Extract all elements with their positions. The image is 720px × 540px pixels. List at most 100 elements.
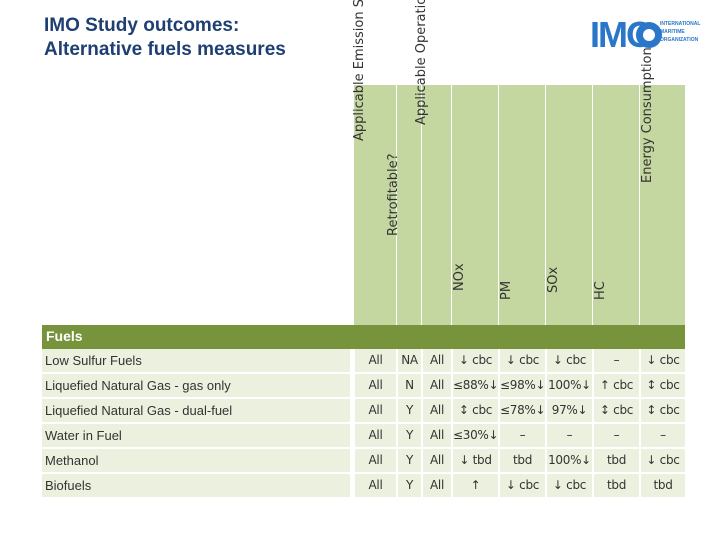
cell-value: All <box>368 453 383 467</box>
table-cell: ↓ cbc <box>546 349 592 373</box>
row-label-cell: Low Sulfur Fuels <box>42 349 350 373</box>
table-cell: N <box>397 374 421 398</box>
column-header: SOx <box>546 85 593 325</box>
table-cell: – <box>640 424 685 448</box>
table-cell: tbd <box>593 449 639 473</box>
table-cell: – <box>593 349 639 373</box>
table-cell: tbd <box>593 474 639 498</box>
cell-value: Y <box>405 478 414 492</box>
column-header-label: PM <box>499 280 514 300</box>
table-cell: ↕ cbc <box>640 374 685 398</box>
row-label-cell: Liquefied Natural Gas - dual-fuel <box>42 399 350 423</box>
table-row: Water in Fuel All Y All ≤30%↓ – – – – <box>42 424 685 448</box>
table-cell: Y <box>397 399 421 423</box>
row-label: Water in Fuel <box>45 428 122 443</box>
slide-title: IMO Study outcomes: Alternative fuels me… <box>44 14 286 62</box>
imo-logo: IMO INTERNATIONAL MARITIME ORGANIZATION <box>590 16 710 56</box>
row-label: Liquefied Natural Gas - dual-fuel <box>45 403 233 418</box>
cell-value: – <box>566 428 573 442</box>
table-cell: tbd <box>640 474 685 498</box>
cell-value: 97%↓ <box>551 403 588 417</box>
cell-value: ↓ cbc <box>552 353 587 367</box>
cell-value: All <box>430 378 444 392</box>
cell-value: All <box>368 378 383 392</box>
cell-value: ↕ cbc <box>646 403 680 417</box>
cell-value: – <box>519 428 526 442</box>
column-header: Applicable Operational Modes <box>414 0 452 325</box>
cell-value: All <box>430 428 444 442</box>
column-header: Retrofitable? <box>386 85 422 325</box>
cell-value: ↓ cbc <box>505 353 540 367</box>
table-cell: All <box>354 424 396 448</box>
cell-value: Y <box>405 453 414 467</box>
table-cell: All <box>354 449 396 473</box>
table-cell: ↓ cbc <box>546 474 592 498</box>
cell-value: ≤78%↓ <box>500 403 546 417</box>
cell-value: All <box>430 353 444 367</box>
table-row: Biofuels All Y All ↑ ↓ cbc ↓ cbc tbd tbd <box>42 474 685 498</box>
table-row: Low Sulfur Fuels All NA All ↓ cbc ↓ cbc ↓ cbc –… <box>42 349 685 373</box>
table-row: Liquefied Natural Gas - dual-fuel All Y All… <box>42 399 685 423</box>
cell-value: ↓ cbc <box>458 353 493 367</box>
cell-value: 100%↓ <box>548 378 591 392</box>
cell-value: ↓ cbc <box>646 353 680 367</box>
table-cell: All <box>354 399 396 423</box>
table-cell: ↕ cbc <box>593 399 639 423</box>
row-label: Methanol <box>45 453 99 468</box>
table-cell: ↑ <box>452 474 498 498</box>
row-label-cell: Methanol <box>42 449 350 473</box>
column-header: Energy Consumption <box>640 48 686 325</box>
cell-value: NA <box>401 353 418 367</box>
cell-value: ↓ cbc <box>646 453 680 467</box>
table-cell: All <box>354 474 396 498</box>
logo-org-name: INTERNATIONAL MARITIME ORGANIZATION <box>660 21 701 43</box>
cell-value: ↑ <box>470 478 481 492</box>
table-cell: All <box>354 349 396 373</box>
column-header-label: Applicable Operational Modes <box>413 0 429 125</box>
row-label-cell: Biofuels <box>42 474 350 498</box>
table-cell: All <box>422 424 451 448</box>
table-cell: ≤98%↓ <box>499 374 546 398</box>
table-cell: ↓ cbc <box>640 449 685 473</box>
cell-value: ≤98%↓ <box>500 378 546 392</box>
column-header-label: Applicable Emission Source <box>352 0 367 141</box>
table-cell: 97%↓ <box>546 399 592 423</box>
cell-value: All <box>368 353 383 367</box>
table-cell: Y <box>397 424 421 448</box>
globe-icon <box>636 22 662 48</box>
table-cell: NA <box>397 349 421 373</box>
column-header: Applicable Emission Source <box>352 0 397 325</box>
cell-value: Y <box>405 403 414 417</box>
cell-value: ↕ cbc <box>599 403 634 417</box>
column-header-label: Energy Consumption <box>639 47 655 184</box>
cell-value: tbd <box>606 478 627 492</box>
row-label: Liquefied Natural Gas - gas only <box>45 378 231 393</box>
cell-value: tbd <box>512 453 533 467</box>
table-row: Liquefied Natural Gas - gas only All N All ≤… <box>42 374 685 398</box>
table-cell: Y <box>397 474 421 498</box>
cell-value: All <box>368 478 383 492</box>
table-cell: ↕ cbc <box>452 399 498 423</box>
cell-value: ↓ cbc <box>552 478 587 492</box>
cell-value: – <box>613 353 620 367</box>
cell-value: 100%↓ <box>548 453 591 467</box>
table-cell: 100%↓ <box>546 449 592 473</box>
cell-value: All <box>430 478 444 492</box>
table-cell: All <box>422 449 451 473</box>
cell-value: All <box>368 403 383 417</box>
table-cell: ↓ cbc <box>499 349 545 373</box>
cell-value: – <box>660 428 666 442</box>
table-cell: All <box>422 399 451 423</box>
table-cell: ≤30%↓ <box>452 424 499 448</box>
row-label-cell: Liquefied Natural Gas - gas only <box>42 374 350 398</box>
cell-value: tbd <box>653 478 673 492</box>
column-header: HC <box>593 85 640 325</box>
table-cell: tbd <box>499 449 545 473</box>
cell-value: ≤30%↓ <box>453 428 499 442</box>
column-header-label: SOx <box>546 266 561 293</box>
cell-value: – <box>613 428 620 442</box>
table-cell: ≤88%↓ <box>452 374 499 398</box>
table-cell: – <box>593 424 639 448</box>
row-label-cell: Water in Fuel <box>42 424 350 448</box>
table-cell: All <box>354 374 396 398</box>
